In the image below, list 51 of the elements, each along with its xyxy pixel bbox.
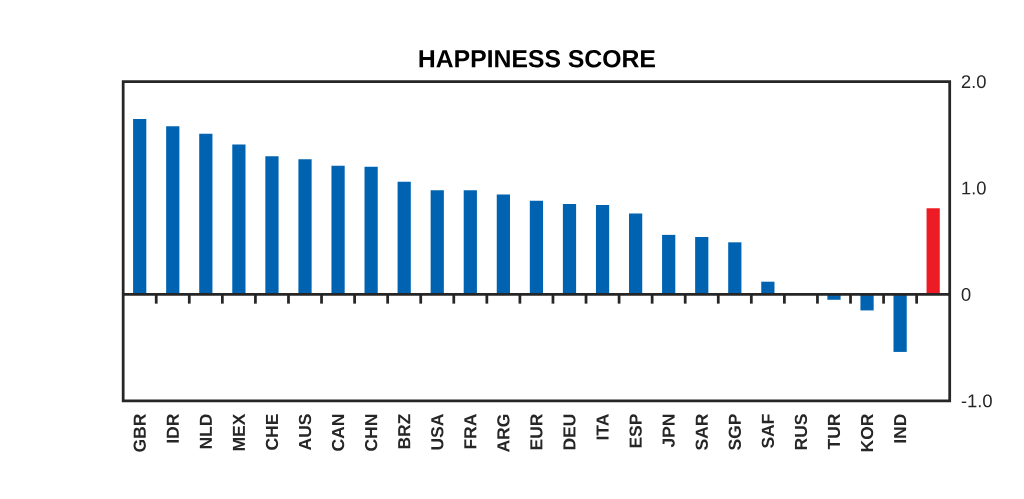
bar [595, 205, 610, 295]
x-tick-label: JPN [662, 414, 675, 448]
bar [496, 194, 510, 295]
bar [463, 190, 477, 295]
bar [430, 190, 444, 295]
bar [199, 133, 213, 295]
bar [364, 166, 378, 295]
x-tick-label: SGP [728, 414, 741, 450]
bar [265, 156, 279, 295]
x-tick-label: ITA [596, 414, 609, 440]
x-tick-label: CAN [331, 414, 345, 451]
bar [397, 181, 411, 295]
bar [331, 165, 345, 295]
x-tick-label: CHN [364, 414, 378, 451]
x-tick-label: KOR [860, 414, 874, 452]
x-tick-label: TUR [827, 414, 841, 450]
bar [728, 242, 742, 295]
x-tick-label: RUS [794, 414, 808, 450]
y-tick-label: 2.0 [961, 75, 986, 89]
bar [232, 144, 246, 295]
y-tick-label: 1.0 [962, 181, 986, 195]
x-tick-label: DEU [563, 414, 576, 450]
x-tick-label: USA [431, 414, 444, 450]
x-tick-label: FRA [464, 414, 477, 449]
bar [662, 234, 676, 295]
x-tick-label: NLD [199, 414, 212, 449]
x-tick-label: MEX [232, 413, 245, 451]
x-tick-label: EUR [530, 414, 543, 450]
x-tick-label: GBR [133, 414, 146, 452]
bar [562, 204, 577, 295]
bar [695, 236, 709, 295]
y-tick-label: -1.0 [961, 394, 992, 408]
bar [893, 294, 907, 352]
bar [629, 213, 643, 295]
bar [298, 159, 312, 295]
bar [529, 200, 544, 295]
bar [860, 294, 874, 311]
chart-title: HAPPINESS SCORE [419, 49, 655, 68]
x-tick-label: AUS [298, 414, 312, 450]
bar [926, 208, 940, 295]
x-tick-label: BRZ [398, 414, 411, 449]
x-tick-label: CHE [265, 414, 279, 450]
bar [166, 126, 180, 295]
x-tick-label: SAF [761, 414, 775, 448]
bar [133, 118, 147, 295]
y-tick-label: 0 [961, 287, 971, 301]
x-tick-label: ARG [497, 414, 510, 452]
x-tick-label: SAR [695, 414, 708, 450]
x-tick-label: IDR [166, 414, 179, 443]
x-tick-label: ESP [629, 414, 642, 448]
x-tick-label: IND [894, 414, 907, 443]
